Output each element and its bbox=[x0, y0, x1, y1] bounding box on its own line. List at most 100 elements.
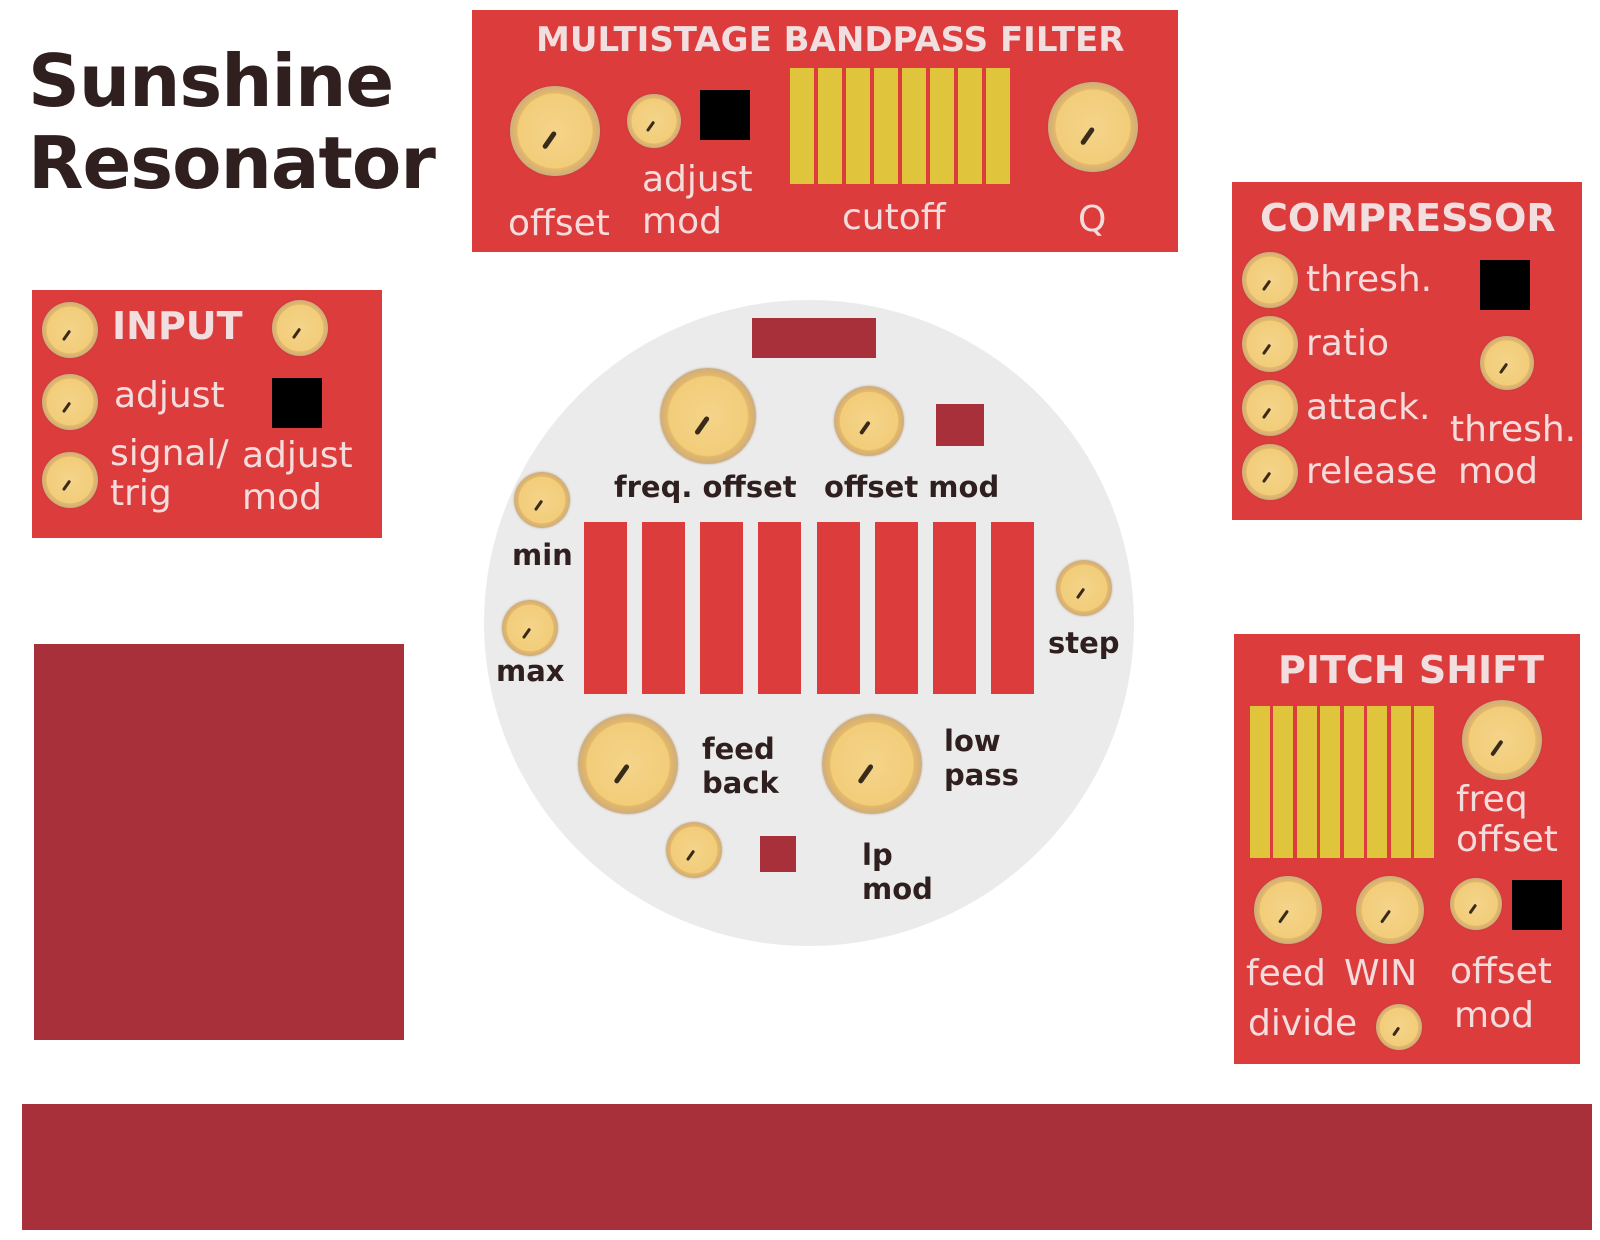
bandpass-cutoff-steps[interactable] bbox=[790, 68, 1010, 184]
resonator-sequencer-steps[interactable] bbox=[584, 522, 1034, 694]
resonator-lowpass-knob[interactable] bbox=[822, 714, 922, 814]
input-gain-knob[interactable] bbox=[42, 302, 98, 358]
pitch-shift-step-5[interactable] bbox=[1343, 706, 1364, 858]
resonator-feedback-label-1: feed bbox=[702, 732, 775, 766]
pitch-shift-freq-offset-label-2: offset bbox=[1456, 819, 1558, 860]
compressor-thresh-mod-knob[interactable] bbox=[1480, 336, 1534, 390]
resonator-step-knob[interactable] bbox=[1056, 560, 1112, 616]
pitch-shift-steps[interactable] bbox=[1250, 706, 1434, 858]
resonator-display bbox=[752, 318, 876, 358]
compressor-attack-label: attack. bbox=[1306, 387, 1431, 428]
pitch-shift-offset-mod-jack[interactable] bbox=[1512, 880, 1562, 930]
resonator-feedback-knob[interactable] bbox=[578, 714, 678, 814]
bandpass-cutoff-step-8[interactable] bbox=[986, 68, 1010, 184]
input-signal-trig-knob[interactable] bbox=[42, 452, 98, 508]
display-screen bbox=[34, 644, 404, 1040]
resonator-step-7[interactable] bbox=[932, 522, 976, 694]
resonator-lowpass-label-2: pass bbox=[944, 758, 1019, 792]
compressor-thresh-label: thresh. bbox=[1306, 259, 1433, 300]
pitch-shift-step-4[interactable] bbox=[1320, 706, 1341, 858]
resonator-max-label: max bbox=[496, 654, 565, 688]
resonator-step-1[interactable] bbox=[584, 522, 628, 694]
pitch-shift-panel: PITCH SHIFT freq offset feed WIN offset … bbox=[1234, 634, 1580, 1064]
title-line-2: Resonator bbox=[28, 121, 436, 205]
bandpass-q-label: Q bbox=[1078, 199, 1107, 240]
compressor-thresh-mod-label-1: thresh. bbox=[1450, 409, 1577, 450]
resonator-lp-mod-label-1: lp bbox=[862, 838, 893, 872]
bandpass-offset-knob[interactable] bbox=[510, 86, 600, 176]
resonator-step-5[interactable] bbox=[816, 522, 860, 694]
bandpass-cutoff-step-7[interactable] bbox=[958, 68, 982, 184]
bandpass-offset-label: offset bbox=[508, 203, 610, 244]
pitch-shift-step-8[interactable] bbox=[1414, 706, 1434, 858]
compressor-thresh-mod-label-2: mod bbox=[1458, 451, 1538, 492]
resonator-step-label: step bbox=[1048, 626, 1120, 660]
bandpass-cutoff-step-1[interactable] bbox=[790, 68, 814, 184]
input-aux-knob[interactable] bbox=[272, 300, 328, 356]
pitch-shift-offset-mod-knob[interactable] bbox=[1450, 878, 1502, 930]
compressor-panel: COMPRESSOR thresh. ratio attack. thresh.… bbox=[1232, 182, 1582, 520]
input-header: INPUT bbox=[112, 304, 243, 348]
bandpass-header: MULTISTAGE BANDPASS FILTER bbox=[536, 20, 1125, 60]
compressor-thresh-knob[interactable] bbox=[1242, 252, 1298, 308]
resonator-lowpass-label-1: low bbox=[944, 724, 1001, 758]
compressor-header: COMPRESSOR bbox=[1260, 196, 1556, 240]
bandpass-adjust-mod-jack[interactable] bbox=[700, 90, 750, 140]
bandpass-cutoff-step-6[interactable] bbox=[930, 68, 954, 184]
pitch-shift-win-knob[interactable] bbox=[1356, 876, 1424, 944]
pitch-shift-freq-offset-knob[interactable] bbox=[1462, 700, 1542, 780]
pitch-shift-step-3[interactable] bbox=[1296, 706, 1317, 858]
resonator-step-3[interactable] bbox=[700, 522, 744, 694]
resonator-min-knob[interactable] bbox=[514, 472, 570, 528]
bandpass-adjust-mod-label-1: adjust bbox=[642, 159, 753, 200]
input-adjust-mod-label-2: mod bbox=[242, 477, 322, 518]
resonator-offset-mod-label: offset mod bbox=[824, 470, 1000, 504]
pitch-shift-divide-label: divide bbox=[1248, 1003, 1358, 1044]
resonator-step-2[interactable] bbox=[642, 522, 686, 694]
resonator-offset-mod-knob[interactable] bbox=[834, 386, 904, 456]
pitch-shift-feed-label: feed bbox=[1246, 953, 1326, 994]
pitch-shift-freq-offset-label-1: freq bbox=[1456, 779, 1528, 820]
bandpass-cutoff-step-5[interactable] bbox=[902, 68, 926, 184]
pitch-shift-step-1[interactable] bbox=[1250, 706, 1270, 858]
resonator-step-8[interactable] bbox=[990, 522, 1034, 694]
resonator-step-4[interactable] bbox=[758, 522, 802, 694]
pitch-shift-divide-knob[interactable] bbox=[1376, 1004, 1422, 1050]
bandpass-q-knob[interactable] bbox=[1048, 82, 1138, 172]
pitch-shift-offset-mod-label-2: mod bbox=[1454, 995, 1534, 1036]
input-signal-trig-label-1: signal/ bbox=[110, 433, 229, 474]
compressor-release-knob[interactable] bbox=[1242, 444, 1298, 500]
input-panel: INPUT adjust signal/ trig adjust mod bbox=[32, 290, 382, 538]
compressor-attack-knob[interactable] bbox=[1242, 380, 1298, 436]
bottom-bar bbox=[22, 1104, 1592, 1230]
bandpass-adjust-mod-label-2: mod bbox=[642, 201, 722, 242]
input-signal-trig-label-2: trig bbox=[110, 473, 172, 514]
resonator-step-6[interactable] bbox=[874, 522, 918, 694]
bandpass-cutoff-step-3[interactable] bbox=[846, 68, 870, 184]
compressor-thresh-mod-jack[interactable] bbox=[1480, 260, 1530, 310]
bandpass-adjust-mod-knob[interactable] bbox=[627, 94, 681, 148]
compressor-ratio-knob[interactable] bbox=[1242, 316, 1298, 372]
resonator-lp-mod-label-2: mod bbox=[862, 872, 933, 906]
resonator-max-knob[interactable] bbox=[502, 600, 558, 656]
bandpass-cutoff-step-2[interactable] bbox=[818, 68, 842, 184]
pitch-shift-step-6[interactable] bbox=[1367, 706, 1388, 858]
resonator-freq-offset-knob[interactable] bbox=[660, 368, 756, 464]
module-title: Sunshine Resonator bbox=[28, 40, 436, 205]
pitch-shift-step-2[interactable] bbox=[1273, 706, 1294, 858]
input-adjust-label: adjust bbox=[114, 375, 225, 416]
pitch-shift-feed-divide-knob[interactable] bbox=[1254, 876, 1322, 944]
pitch-shift-win-label: WIN bbox=[1344, 953, 1418, 994]
compressor-ratio-label: ratio bbox=[1306, 323, 1390, 364]
compressor-release-label: release bbox=[1306, 451, 1438, 492]
pitch-shift-step-7[interactable] bbox=[1390, 706, 1411, 858]
input-adjust-mod-label-1: adjust bbox=[242, 435, 353, 476]
resonator-offset-mod-jack[interactable] bbox=[936, 404, 984, 446]
bandpass-filter-panel: MULTISTAGE BANDPASS FILTER offset adjust… bbox=[472, 10, 1178, 252]
resonator-lp-mod-knob[interactable] bbox=[666, 822, 722, 878]
bandpass-cutoff-step-4[interactable] bbox=[874, 68, 898, 184]
bandpass-cutoff-label: cutoff bbox=[842, 197, 946, 238]
resonator-lp-mod-jack[interactable] bbox=[760, 836, 796, 872]
input-adjust-knob[interactable] bbox=[42, 374, 98, 430]
input-adjust-mod-jack[interactable] bbox=[272, 378, 322, 428]
